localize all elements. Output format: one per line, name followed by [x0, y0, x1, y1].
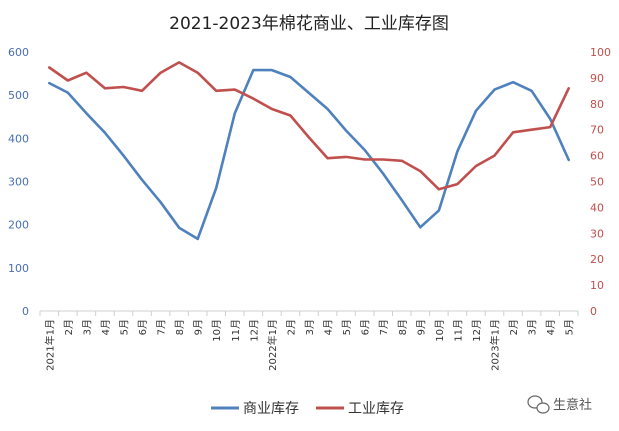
series-line-commercial-stock: [47, 68, 571, 241]
x-tick-label: 12月: [248, 319, 260, 342]
y-right-tick-label: 50: [590, 176, 604, 189]
x-tick-label: 2021年1月: [43, 319, 56, 371]
watermark-text: 生意社: [553, 397, 592, 413]
x-tick-label: 8月: [174, 319, 186, 335]
y-left-tick-label: 100: [8, 262, 29, 275]
y-left-tick-label: 600: [8, 46, 29, 59]
y-left-tick-label: 400: [8, 132, 29, 145]
x-tick-label: 2022年1月: [266, 319, 279, 371]
legend-label: 工业库存: [348, 401, 404, 417]
y-right-tick-label: 0: [590, 305, 597, 318]
x-tick-label: 3月: [81, 319, 93, 335]
y-right-tick-label: 70: [590, 124, 604, 137]
x-tick-label: 7月: [378, 319, 390, 335]
x-tick-label: 10月: [434, 319, 446, 342]
y-right-tick-label: 30: [590, 227, 604, 240]
y-left-tick-label: 300: [8, 176, 29, 189]
y-right-tick-label: 20: [590, 253, 604, 266]
y-right-tick-label: 60: [590, 150, 604, 163]
x-tick-label: 7月: [156, 319, 168, 335]
x-tick-label: 11月: [230, 319, 242, 342]
x-tick-label: 8月: [397, 319, 409, 335]
y-right-tick-label: 10: [590, 279, 604, 292]
x-tick-label: 3月: [527, 319, 539, 335]
x-tick-label: 2月: [285, 319, 297, 335]
x-tick-label: 9月: [415, 319, 427, 335]
x-tick-label: 5月: [564, 319, 576, 335]
y-right-tick-label: 100: [590, 46, 611, 59]
wechat-icon-bubble: [536, 402, 550, 414]
x-tick-label: 12月: [471, 319, 483, 342]
x-tick-label: 4月: [323, 319, 335, 335]
y-right-tick-label: 80: [590, 98, 604, 111]
chart-title: 2021-2023年棉花商业、工业库存图: [169, 14, 449, 34]
series-line-industrial-stock: [47, 61, 571, 191]
x-tick-label: 2月: [508, 319, 520, 335]
x-tick-label: 10月: [211, 319, 223, 342]
x-tick-label: 4月: [100, 319, 112, 335]
x-tick-label: 6月: [360, 319, 372, 335]
x-tick-label: 9月: [193, 319, 205, 335]
wechat-icon: [527, 395, 543, 409]
y-left-tick-label: 500: [8, 89, 29, 102]
y-left-tick-label: 0: [22, 305, 29, 318]
x-tick-label: 4月: [545, 319, 557, 335]
x-tick-label: 3月: [304, 319, 316, 335]
legend-label: 商业库存: [243, 401, 299, 417]
x-tick-label: 2023年1月: [489, 319, 502, 371]
y-left-tick-label: 200: [8, 219, 29, 232]
x-tick-label: 6月: [137, 319, 149, 335]
x-tick-label: 5月: [118, 319, 130, 335]
x-tick-label: 11月: [452, 319, 464, 342]
y-right-tick-label: 40: [590, 201, 604, 214]
x-tick-label: 5月: [341, 319, 353, 335]
y-right-tick-label: 90: [590, 72, 604, 85]
x-tick-label: 2月: [63, 319, 75, 335]
